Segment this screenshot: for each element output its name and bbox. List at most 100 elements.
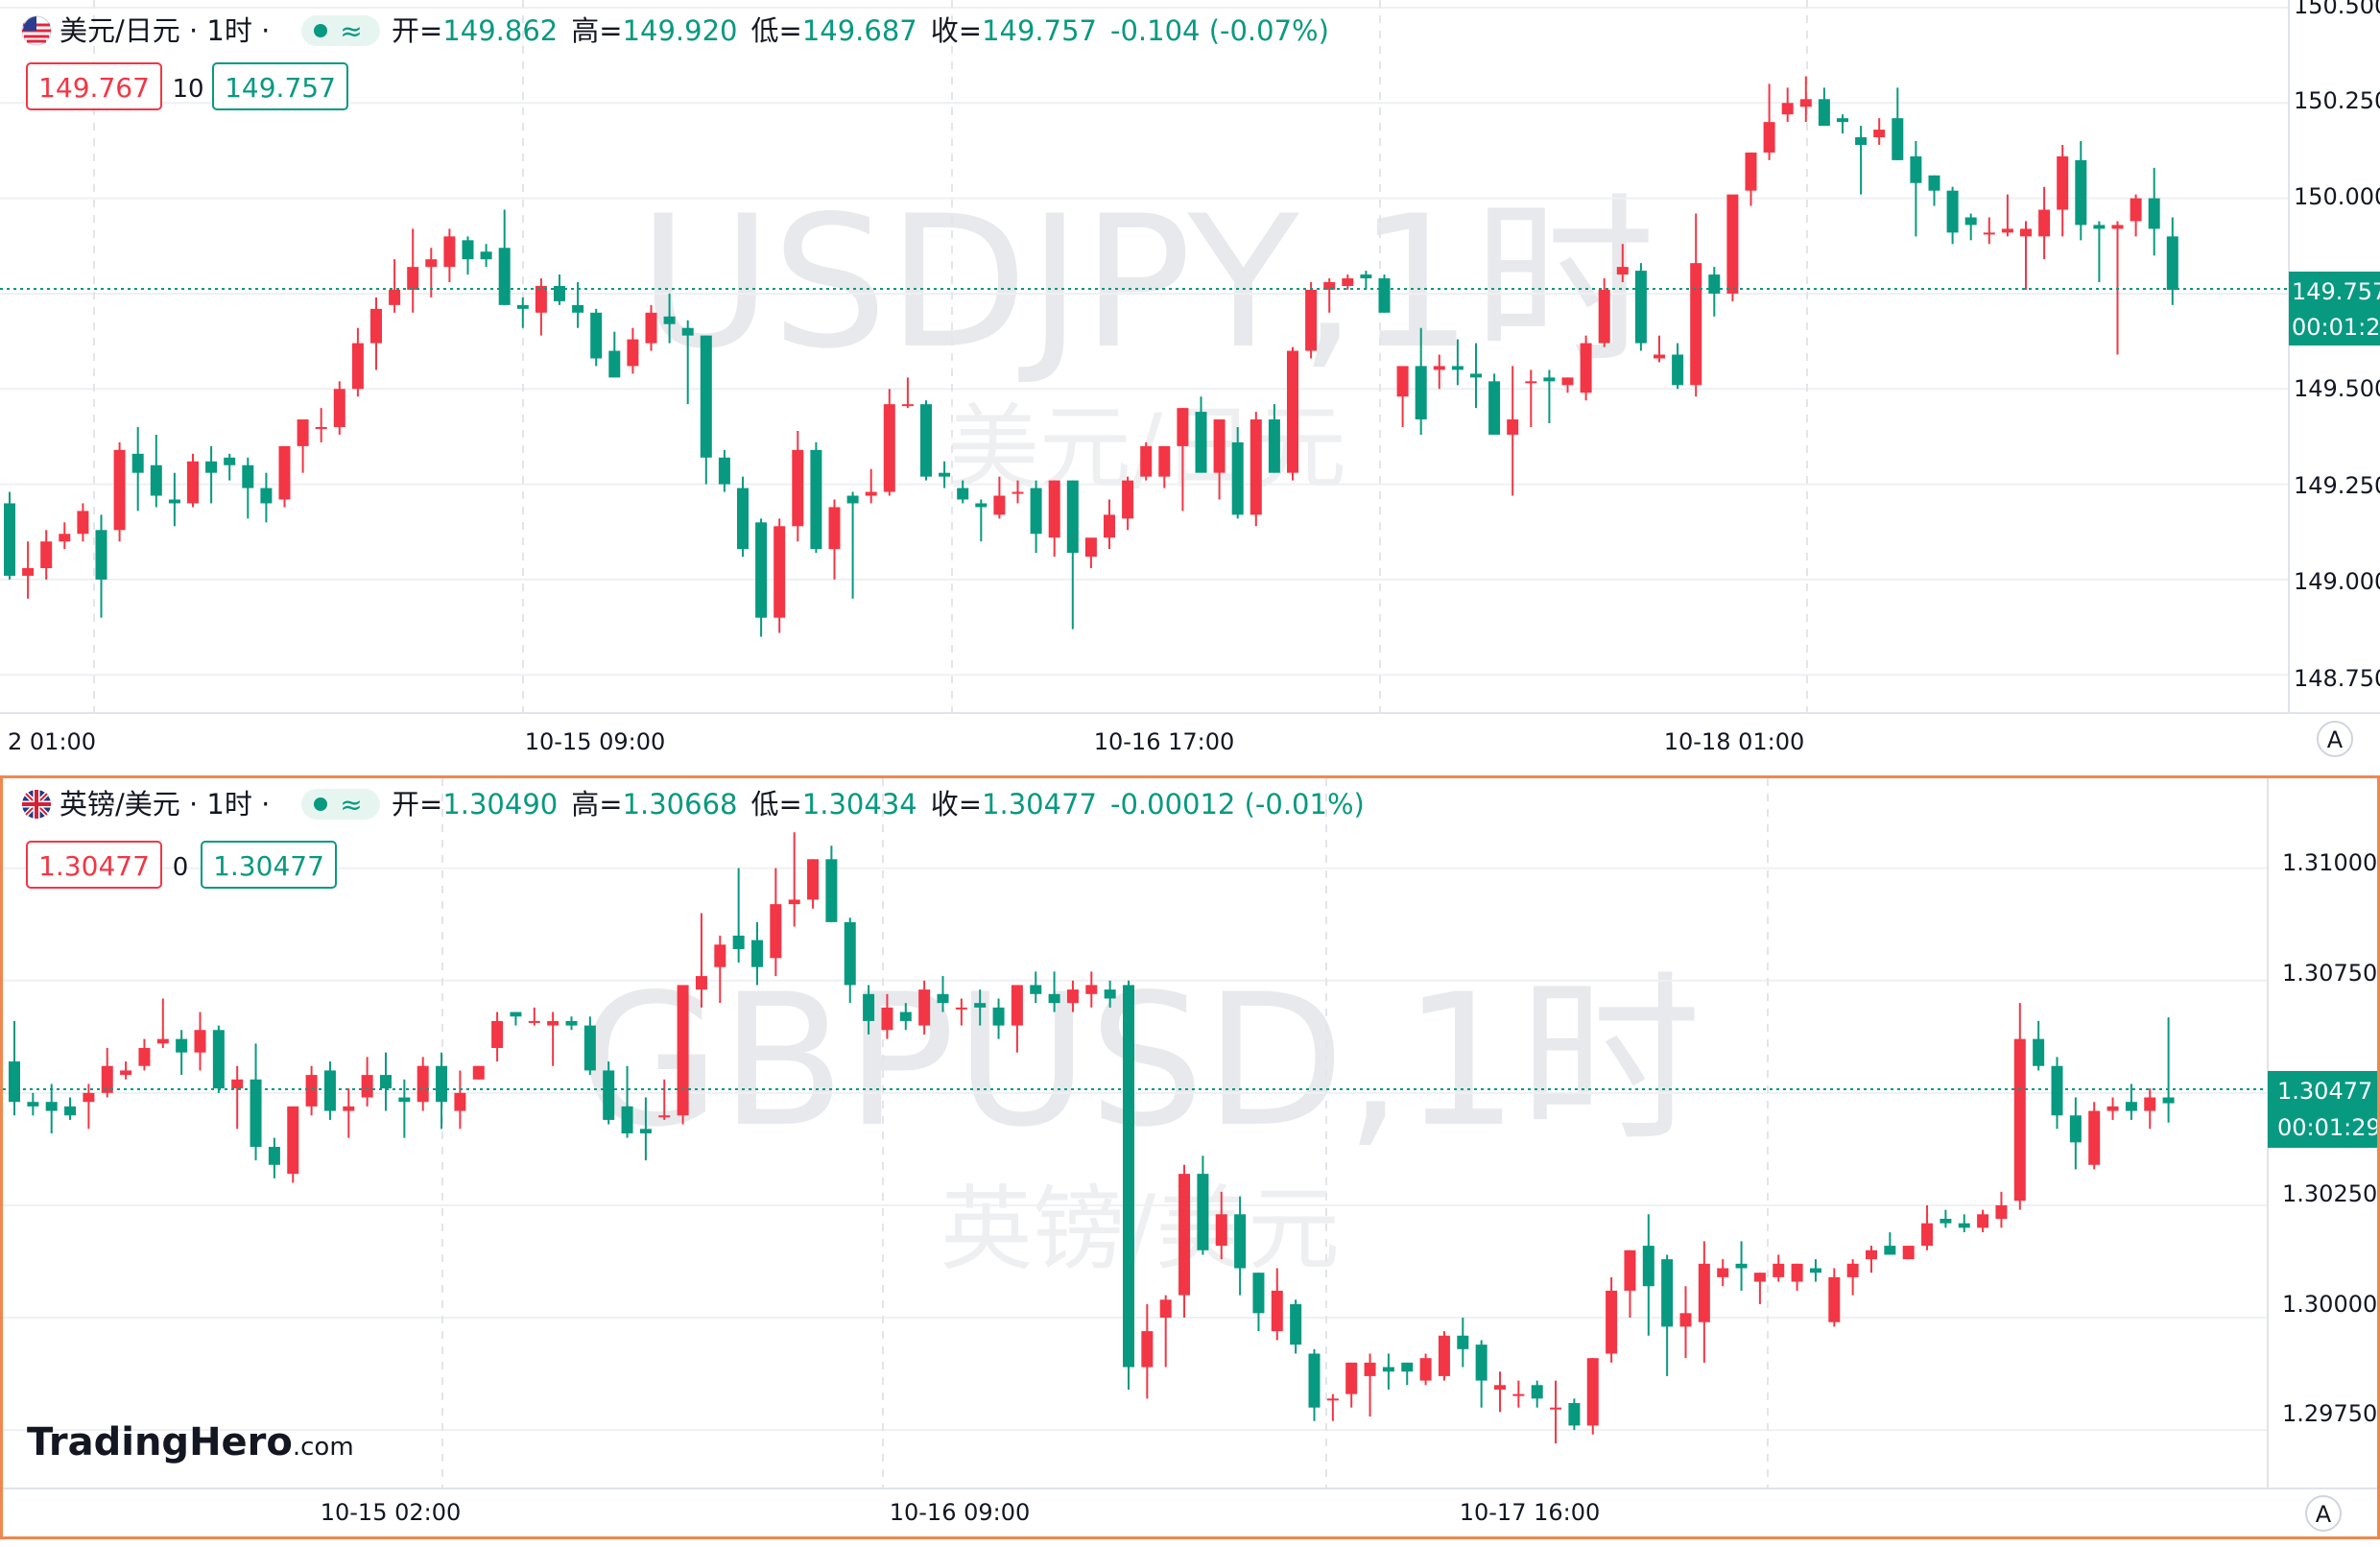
candle[interactable] (1616, 244, 1629, 283)
candle[interactable] (150, 434, 162, 508)
candle[interactable] (1030, 971, 1042, 1004)
candle[interactable] (1507, 366, 1519, 496)
candle[interactable] (957, 480, 969, 504)
candle[interactable] (1290, 1299, 1302, 1354)
candle[interactable] (1085, 971, 1098, 1008)
candle[interactable] (1921, 1204, 1934, 1250)
candle[interactable] (1873, 118, 1886, 145)
candle[interactable] (1598, 278, 1610, 347)
candle[interactable] (1066, 980, 1079, 1012)
candle[interactable] (323, 1061, 336, 1120)
candle[interactable] (351, 327, 364, 397)
candle[interactable] (1271, 1268, 1283, 1341)
candle[interactable] (83, 1083, 95, 1130)
candle[interactable] (1451, 339, 1464, 386)
candle[interactable] (1305, 282, 1318, 359)
candle[interactable] (1690, 213, 1702, 397)
candle[interactable] (1195, 396, 1207, 473)
candle[interactable] (918, 980, 931, 1035)
candle[interactable] (462, 236, 474, 275)
candle[interactable] (1378, 274, 1391, 313)
candle[interactable] (1672, 343, 1684, 390)
candle[interactable] (1726, 194, 1739, 301)
candle[interactable] (1158, 445, 1171, 488)
candle[interactable] (1781, 87, 1794, 123)
candles[interactable] (9, 832, 2175, 1444)
candle[interactable] (1654, 335, 1665, 363)
candle[interactable] (863, 985, 875, 1035)
candle[interactable] (975, 499, 988, 542)
candle[interactable] (899, 1003, 912, 1031)
candle[interactable] (27, 1092, 39, 1116)
candle[interactable] (1828, 1268, 1841, 1327)
candle[interactable] (1928, 175, 1940, 206)
candle[interactable] (1030, 480, 1042, 554)
candle[interactable] (2166, 217, 2178, 305)
candle[interactable] (250, 1043, 262, 1161)
candle[interactable] (22, 541, 35, 599)
candle[interactable] (343, 1088, 355, 1138)
candle[interactable] (1308, 1348, 1321, 1421)
candle[interactable] (297, 419, 309, 473)
candle[interactable] (1250, 412, 1262, 527)
candle[interactable] (992, 998, 1005, 1039)
candle[interactable] (95, 514, 107, 618)
candle[interactable] (2038, 186, 2051, 260)
candle[interactable] (472, 1065, 485, 1080)
candle[interactable] (1679, 1286, 1692, 1359)
candle[interactable] (937, 976, 949, 1012)
symbol-title[interactable]: 美元/日元 · 1时 · (60, 14, 270, 47)
candle[interactable] (1698, 1241, 1710, 1363)
buy-price-box[interactable] (212, 62, 348, 110)
candle[interactable] (1735, 1241, 1748, 1291)
candle[interactable] (1360, 271, 1372, 290)
candle[interactable] (718, 449, 730, 492)
candle[interactable] (755, 518, 768, 637)
candle[interactable] (1084, 537, 1097, 569)
candle[interactable] (425, 248, 438, 298)
candle[interactable] (1419, 1353, 1432, 1386)
candle[interactable] (194, 1012, 206, 1071)
candle[interactable] (287, 1106, 299, 1183)
candle[interactable] (663, 293, 676, 344)
candle[interactable] (1104, 499, 1115, 550)
candle[interactable] (2125, 1083, 2137, 1120)
candle[interactable] (1884, 1232, 1896, 1255)
candle[interactable] (1818, 87, 1830, 127)
candle[interactable] (268, 1137, 280, 1178)
candle[interactable] (528, 1007, 540, 1026)
candle[interactable] (881, 993, 893, 1039)
sell-price-box[interactable] (26, 62, 162, 110)
candle[interactable] (1488, 373, 1501, 435)
candle[interactable] (788, 832, 800, 927)
candle[interactable] (1892, 87, 1904, 160)
candle[interactable] (828, 499, 841, 580)
candle[interactable] (498, 209, 511, 305)
candle[interactable] (1066, 480, 1079, 630)
candle[interactable] (1837, 114, 1848, 134)
candle[interactable] (1159, 1295, 1172, 1368)
candle[interactable] (205, 445, 218, 504)
candle[interactable] (120, 1061, 132, 1080)
candle[interactable] (1470, 343, 1482, 409)
candle[interactable] (1846, 1259, 1859, 1296)
sell-price-box[interactable] (26, 841, 162, 889)
candle[interactable] (974, 989, 987, 1026)
candle[interactable] (212, 1025, 225, 1093)
candle[interactable] (1855, 126, 1868, 195)
candle[interactable] (2051, 1057, 2063, 1130)
candle[interactable] (260, 472, 273, 523)
candle[interactable] (751, 921, 763, 986)
candle[interactable] (389, 259, 401, 313)
candle[interactable] (1287, 346, 1298, 481)
candle[interactable] (645, 304, 657, 351)
candle[interactable] (380, 1052, 392, 1111)
market-status-pill[interactable] (301, 15, 380, 46)
candle[interactable] (2020, 221, 2032, 290)
candle[interactable] (187, 453, 199, 508)
candle[interactable] (9, 1020, 20, 1116)
candle[interactable] (64, 1097, 77, 1120)
candle[interactable] (2069, 1097, 2082, 1170)
candle[interactable] (1512, 1380, 1525, 1408)
candle[interactable] (1177, 408, 1189, 512)
